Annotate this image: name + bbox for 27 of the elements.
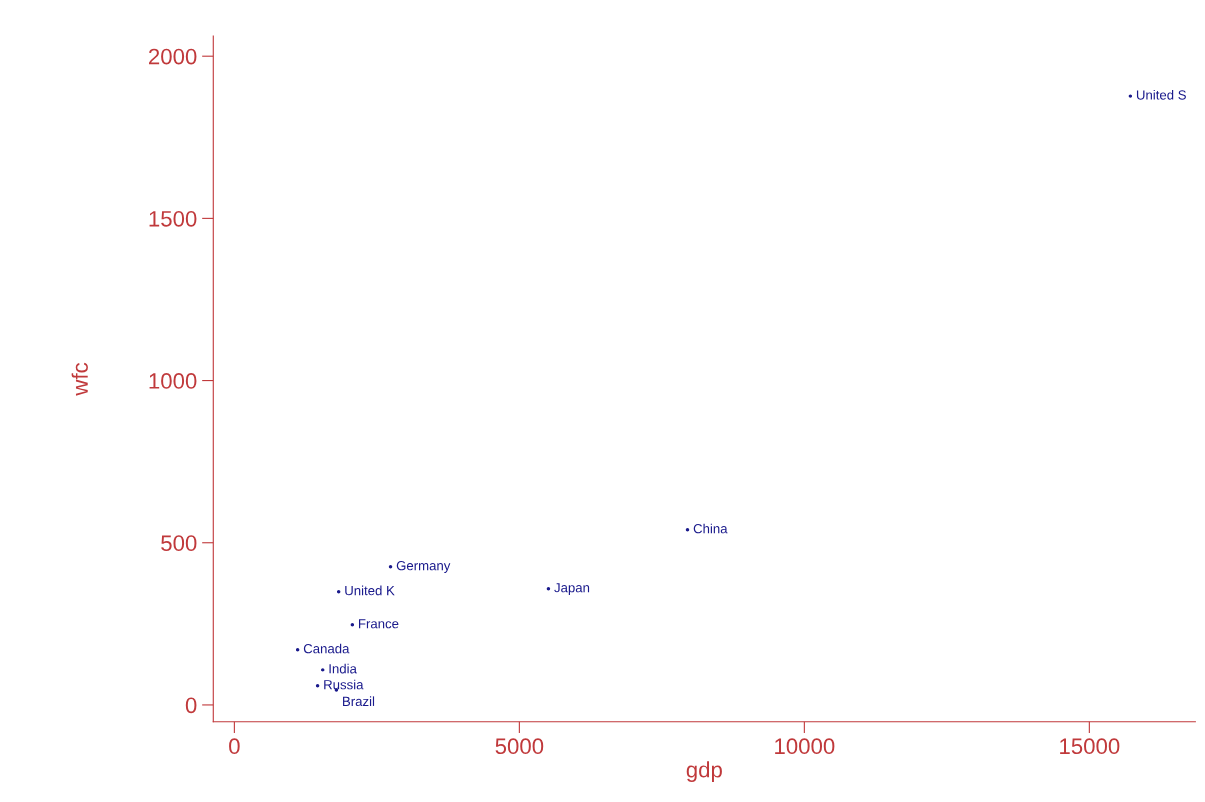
data-label: Germany xyxy=(396,560,451,573)
data-label: Russia xyxy=(324,679,364,690)
point xyxy=(685,528,690,532)
data-label: India xyxy=(329,663,357,674)
y-axis-title: wfc xyxy=(71,362,88,396)
x-tick-label: 10000 xyxy=(775,738,835,755)
data-label: Japan xyxy=(554,583,590,595)
y-tick-label: 500 xyxy=(161,535,197,552)
data-label: China xyxy=(693,523,728,534)
y-tick-label: 2000 xyxy=(149,48,197,65)
data-label: Canada xyxy=(303,643,350,654)
x-tick-label: 15000 xyxy=(1060,738,1120,755)
y-tick-label: 1000 xyxy=(149,373,197,389)
y-tick-label: 0 xyxy=(185,697,197,714)
x-axis-title: gdp xyxy=(686,761,722,782)
x-tick-label: 0 xyxy=(229,738,240,755)
x-tick-label: 5000 xyxy=(495,738,544,755)
data-label: United K xyxy=(345,585,395,596)
point xyxy=(388,565,393,569)
point xyxy=(1128,94,1133,98)
data-label: France xyxy=(359,619,399,629)
point xyxy=(336,590,341,594)
point xyxy=(321,668,325,672)
y-tick-label: 1500 xyxy=(149,210,197,227)
data-label: United S xyxy=(1136,89,1186,100)
point xyxy=(315,684,320,688)
data-label: Brazil xyxy=(343,696,375,707)
